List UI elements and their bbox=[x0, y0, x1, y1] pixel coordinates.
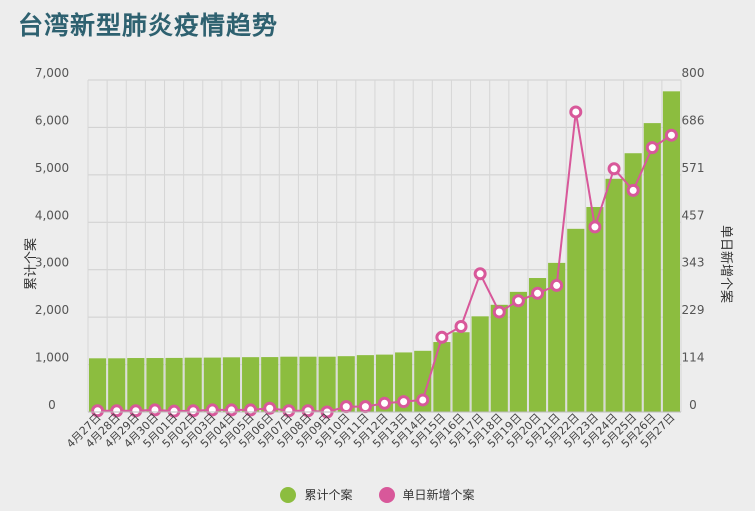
right-tick-label: 0 bbox=[689, 398, 697, 412]
line-point[interactable] bbox=[454, 320, 468, 334]
bar[interactable] bbox=[184, 357, 202, 412]
left-tick-label: 2,000 bbox=[35, 303, 69, 317]
bar[interactable] bbox=[433, 342, 451, 412]
line-point[interactable] bbox=[186, 404, 200, 418]
line-point[interactable] bbox=[397, 395, 411, 409]
left-tick-label: 1,000 bbox=[35, 351, 69, 365]
right-tick-label: 114 bbox=[682, 351, 705, 365]
left-tick-label: 6,000 bbox=[35, 113, 69, 127]
legend: 累计个案 单日新增个案 bbox=[0, 486, 755, 503]
right-tick-label: 571 bbox=[682, 161, 705, 175]
line-point[interactable] bbox=[588, 220, 602, 234]
right-tick-label: 457 bbox=[682, 208, 705, 222]
line-point[interactable] bbox=[435, 330, 449, 344]
bar[interactable] bbox=[318, 356, 336, 412]
bar[interactable] bbox=[356, 355, 374, 412]
line-point[interactable] bbox=[569, 105, 583, 119]
left-tick-label: 4,000 bbox=[35, 208, 69, 222]
bar[interactable] bbox=[452, 332, 470, 412]
bar[interactable] bbox=[222, 357, 241, 412]
bar[interactable] bbox=[471, 316, 489, 412]
bar[interactable] bbox=[643, 123, 661, 412]
bar[interactable] bbox=[662, 91, 680, 413]
line-point[interactable] bbox=[282, 404, 296, 418]
legend-swatch-cumulative bbox=[280, 486, 297, 503]
bar[interactable] bbox=[528, 278, 547, 412]
bar[interactable] bbox=[586, 207, 604, 412]
bar[interactable] bbox=[375, 354, 394, 412]
bar[interactable] bbox=[299, 356, 317, 412]
legend-label-daily: 单日新增个案 bbox=[402, 488, 475, 502]
bar[interactable] bbox=[624, 153, 642, 412]
bar[interactable] bbox=[108, 358, 126, 412]
line-point[interactable] bbox=[511, 294, 525, 308]
right-axis-title: 单日新增个案 bbox=[718, 225, 734, 303]
line-point[interactable] bbox=[339, 400, 353, 414]
line-point[interactable] bbox=[129, 404, 143, 418]
line-point[interactable] bbox=[664, 128, 678, 142]
grid-lines bbox=[87, 79, 682, 413]
bar-series bbox=[89, 91, 680, 413]
right-tick-label: 229 bbox=[682, 303, 705, 317]
left-tick-label: 7,000 bbox=[35, 66, 69, 80]
line-point[interactable] bbox=[91, 404, 105, 418]
right-tick-label: 343 bbox=[682, 256, 705, 270]
legend-item-daily[interactable]: 单日新增个案 bbox=[378, 486, 475, 503]
right-tick-label: 686 bbox=[682, 113, 705, 127]
line-point[interactable] bbox=[473, 267, 487, 281]
line-point[interactable] bbox=[263, 401, 277, 415]
line-point[interactable] bbox=[110, 404, 124, 418]
left-tick-label: 0 bbox=[48, 398, 56, 412]
line-point[interactable] bbox=[378, 396, 391, 410]
legend-swatch-daily bbox=[378, 486, 395, 503]
bar[interactable] bbox=[242, 357, 260, 412]
bar[interactable] bbox=[261, 357, 279, 412]
line-point[interactable] bbox=[358, 400, 372, 414]
bar[interactable] bbox=[509, 291, 527, 412]
line-point[interactable] bbox=[550, 278, 564, 292]
bar[interactable] bbox=[89, 358, 107, 412]
line-series bbox=[91, 105, 678, 419]
line-point[interactable] bbox=[492, 305, 506, 319]
left-tick-label: 5,000 bbox=[35, 161, 69, 175]
bar[interactable] bbox=[548, 262, 566, 412]
bar[interactable] bbox=[490, 304, 508, 412]
bar[interactable] bbox=[280, 356, 298, 412]
bar[interactable] bbox=[605, 178, 623, 412]
bar[interactable] bbox=[567, 228, 585, 412]
left-tick-label: 3,000 bbox=[35, 256, 69, 270]
bar[interactable] bbox=[203, 357, 221, 412]
bar[interactable] bbox=[146, 358, 164, 412]
line-point[interactable] bbox=[531, 286, 545, 300]
left-axis-title: 累计个案 bbox=[24, 238, 39, 290]
line-point[interactable] bbox=[607, 162, 621, 176]
right-tick-label: 800 bbox=[682, 66, 705, 80]
line-point[interactable] bbox=[167, 404, 181, 418]
line-point[interactable] bbox=[416, 393, 430, 407]
legend-label-cumulative: 累计个案 bbox=[304, 488, 353, 502]
line-point[interactable] bbox=[301, 404, 315, 418]
bar[interactable] bbox=[127, 358, 145, 412]
line-point[interactable] bbox=[645, 141, 659, 155]
line-point[interactable] bbox=[626, 183, 640, 197]
bar[interactable] bbox=[165, 357, 183, 412]
bar[interactable] bbox=[337, 356, 355, 412]
chart-title: 台湾新型肺炎疫情趋势 bbox=[18, 11, 279, 40]
legend-item-cumulative[interactable]: 累计个案 bbox=[280, 486, 353, 503]
